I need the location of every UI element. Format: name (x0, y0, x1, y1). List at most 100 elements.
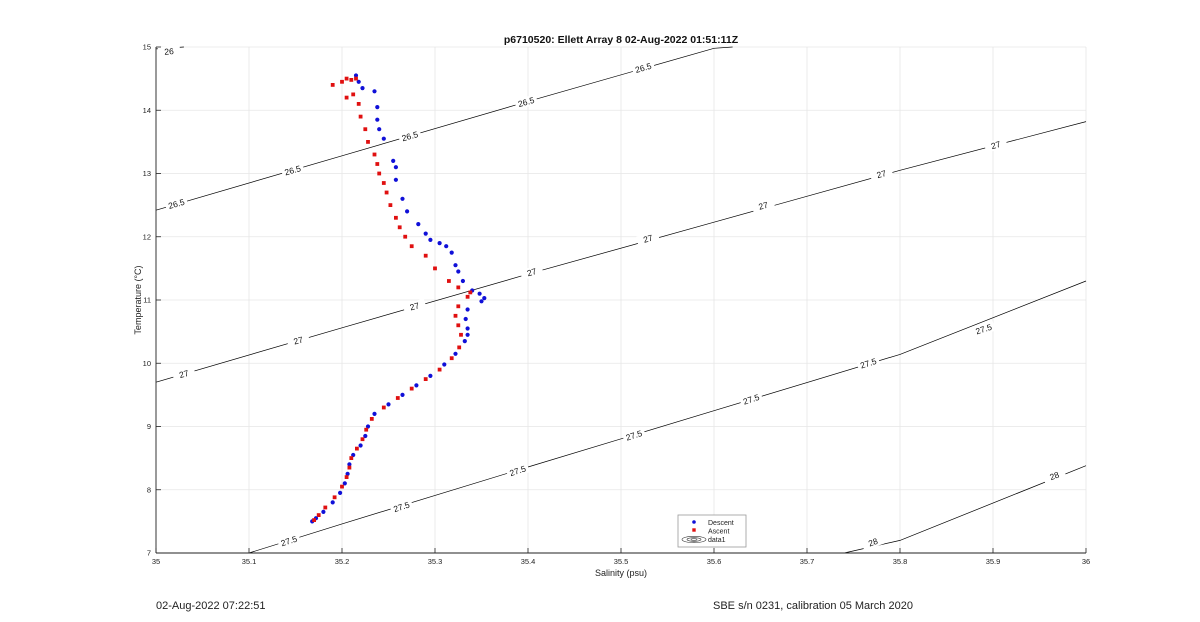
descent-point (342, 481, 347, 486)
descent-point (444, 244, 449, 249)
y-tick-label: 9 (147, 422, 151, 431)
descent-point (460, 278, 465, 284)
ascent-point (465, 294, 470, 299)
ascent-point (409, 386, 414, 391)
descent-point (414, 383, 419, 388)
contour-label: 26 (164, 46, 174, 57)
contour-label: 27 (178, 368, 190, 380)
ascent-point (366, 140, 370, 144)
contour-label-background (171, 366, 196, 382)
y-tick-label: 12 (143, 232, 151, 241)
ascent-point (369, 417, 374, 421)
legend-descent-marker (692, 520, 696, 524)
ascent-point (403, 234, 408, 239)
contour-label-background (631, 60, 656, 76)
contour-label-background (157, 45, 181, 58)
contour-label: 27.5 (742, 392, 761, 407)
contour-label: 26.5 (634, 61, 653, 75)
contour-label: 27.5 (508, 463, 527, 478)
descent-point (456, 269, 461, 274)
contour-label: 27 (292, 334, 304, 346)
contour-label: 27 (875, 168, 887, 180)
ascent-point (330, 83, 335, 87)
ascent-point (349, 456, 354, 460)
descent-point (365, 424, 371, 429)
axes: 35 35.1 35.2 35.3 35.4 35.5 35.6 35.7 35.8 35.9 36… (143, 43, 1091, 567)
ascent-point (409, 244, 414, 249)
descent-point (449, 250, 454, 255)
descent-point (479, 299, 484, 304)
contour-label: 27.5 (392, 499, 411, 514)
x-tick-label: 35.4 (521, 557, 536, 566)
density-contour-line (248, 280, 1087, 554)
descent-point (477, 291, 482, 296)
ascent-point (316, 513, 321, 517)
descent-point (428, 237, 433, 242)
x-tick-label: 35.7 (800, 557, 815, 566)
descent-point (386, 402, 391, 407)
ascent-point (381, 181, 386, 185)
legend-box (677, 514, 747, 548)
descent-point (347, 462, 352, 467)
contour-label: 26.5 (517, 95, 536, 109)
ascent-point (355, 446, 359, 451)
descent-point (375, 105, 380, 110)
x-tick-label: 35.3 (428, 557, 443, 566)
ascent-point (397, 225, 402, 230)
descent-point (345, 471, 350, 476)
descent-point (442, 362, 447, 367)
descent-point (351, 452, 356, 458)
y-tick-label: 15 (143, 43, 151, 52)
y-tick-label: 13 (143, 169, 151, 178)
contour-label-background (1042, 467, 1067, 485)
ascent-point (423, 253, 428, 258)
ascent-point (468, 290, 473, 295)
ascent-point (447, 279, 451, 283)
ascent-point (423, 377, 428, 381)
ascent-point (377, 171, 382, 176)
legend-descent-label: Descent (708, 520, 734, 527)
ascent-point (351, 92, 356, 97)
contour-label: 27 (990, 139, 1002, 151)
density-contour-line (155, 121, 1087, 383)
contour-label-background (856, 355, 881, 372)
descent-point (453, 351, 458, 356)
descent-point (321, 509, 326, 514)
x-tick-label: 35.1 (242, 557, 257, 566)
contour-label: 27 (409, 300, 421, 312)
ascent-point (340, 79, 344, 84)
descent-point (437, 241, 442, 246)
grid-lines (155, 46, 1087, 554)
descent-point (462, 339, 467, 344)
y-tick-label: 11 (143, 296, 151, 305)
descent-point (453, 263, 458, 268)
descent-point (363, 433, 368, 439)
descent-point (353, 73, 359, 78)
contour-label-background (164, 196, 189, 212)
descent-point (393, 177, 398, 182)
ascent-point (384, 190, 389, 195)
ascent-point (456, 285, 461, 290)
contour-label: 27.5 (280, 534, 299, 549)
contour-label: 27 (757, 200, 769, 212)
y-tick-label: 7 (147, 549, 151, 558)
chart-title: p6710520: Ellett Array 8 02-Aug-2022 01:… (504, 34, 739, 46)
density-contour-line (844, 465, 1087, 554)
descent-point (377, 127, 382, 132)
ascent-point (358, 114, 363, 119)
descent-point (463, 316, 468, 322)
contour-label: 28 (867, 536, 880, 549)
data-points (310, 73, 487, 524)
x-tick-label: 36 (1082, 557, 1090, 566)
ascent-point (375, 162, 380, 166)
contour-label-background (621, 427, 647, 444)
descent-point (360, 86, 365, 91)
contour-label-background (286, 332, 311, 349)
descent-point (375, 117, 380, 122)
ascent-point (354, 76, 358, 81)
ascent-point (449, 356, 454, 361)
density-contours: 26 26.5 26.5 26.5 26.5 26.5 27 27 27 27 27 27 27 27 27… (155, 45, 1087, 554)
descent-point (400, 196, 405, 201)
ascent-point (344, 95, 349, 100)
